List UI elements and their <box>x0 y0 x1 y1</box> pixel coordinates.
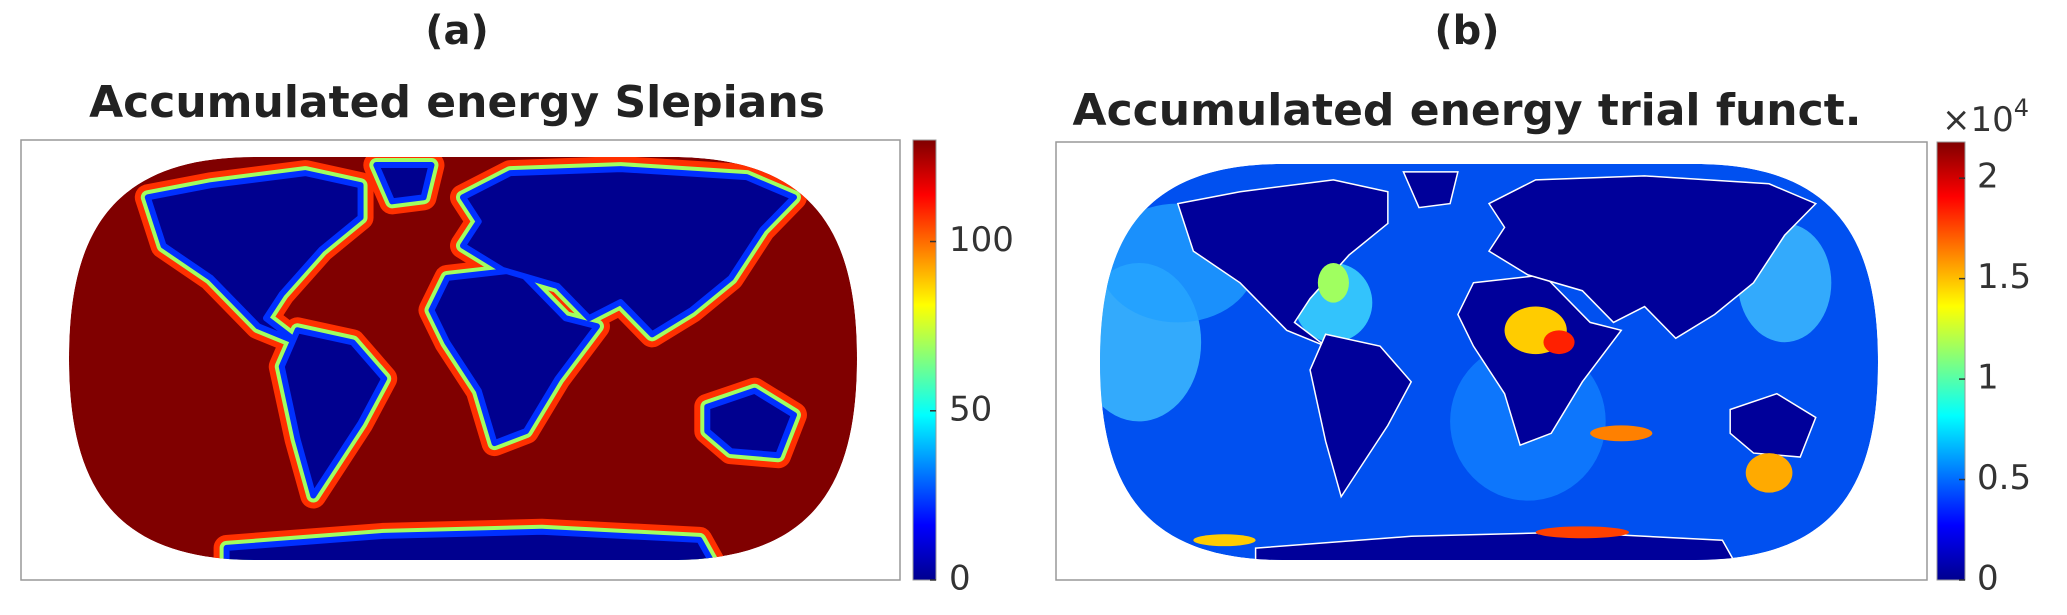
land <box>223 528 719 560</box>
colorbar-tick-label: 100 <box>949 220 1014 260</box>
land <box>1402 171 1459 209</box>
colorbar-tick-label: 1.5 <box>1977 257 2031 297</box>
colorbar-tick-label: 0 <box>1977 559 1999 599</box>
map-area <box>68 157 858 560</box>
land <box>1254 531 1740 560</box>
colorbar-tick-label: 0 <box>949 559 971 599</box>
energy-hotspot <box>1543 330 1575 355</box>
panel-title: Accumulated energy Slepians <box>89 77 825 128</box>
panel-label: (a) <box>425 8 489 54</box>
land <box>1176 179 1389 347</box>
land <box>428 266 600 447</box>
panel-label: (b) <box>1434 8 1499 54</box>
land <box>704 387 797 459</box>
land <box>144 170 364 346</box>
colorbar <box>1936 141 1966 581</box>
land <box>278 327 388 499</box>
energy-hotspot <box>1590 425 1653 442</box>
colorbar-scale: ×104 <box>1942 94 2029 140</box>
land <box>1487 175 1818 340</box>
colorbar-tick-label: 1 <box>1977 358 1999 398</box>
map-area <box>1100 164 1878 560</box>
land <box>1457 274 1623 447</box>
colorbar-tick-label: 0.5 <box>1977 458 2031 498</box>
colorbar <box>912 139 937 581</box>
energy-hotspot <box>1535 526 1630 539</box>
panel-title: Accumulated energy trial funct. <box>1073 85 1862 136</box>
energy-hotspot <box>1745 453 1793 493</box>
energy-hotspot <box>1317 263 1349 303</box>
land <box>460 166 797 338</box>
land <box>373 162 435 205</box>
energy-hotspot <box>1193 534 1256 547</box>
colorbar-tick-label: 50 <box>949 389 992 429</box>
land <box>1309 333 1413 499</box>
colorbar-tick-label: 2 <box>1977 157 1999 197</box>
land <box>1729 392 1817 458</box>
scale-base: ×10 <box>1942 100 2014 140</box>
scale-power: 4 <box>2014 94 2029 122</box>
